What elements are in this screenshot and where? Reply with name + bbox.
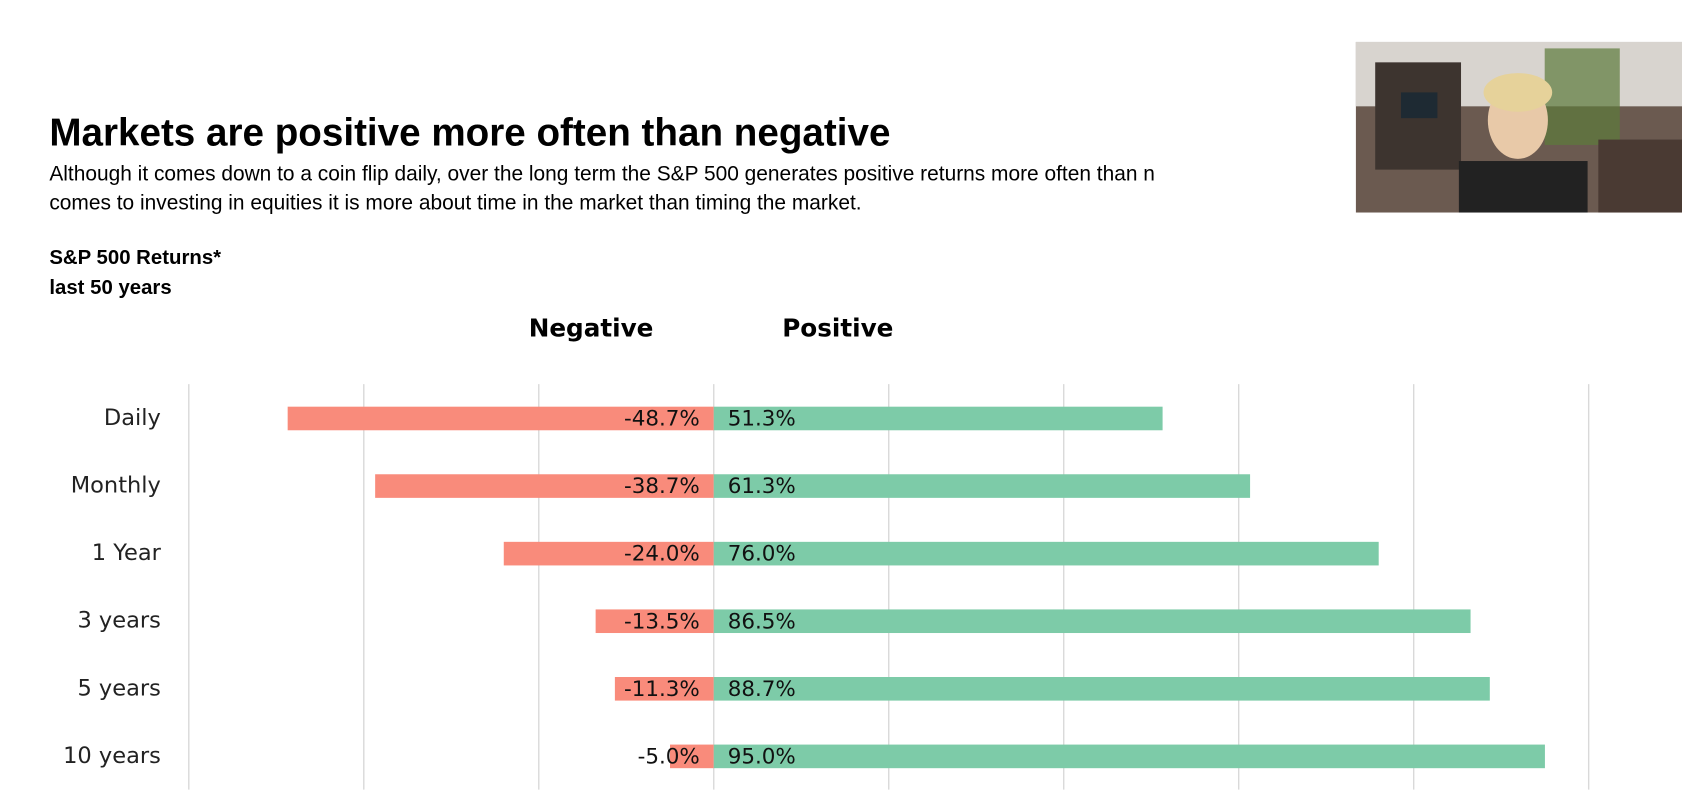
category-label: 3 years bbox=[77, 608, 160, 634]
value-label: -24.0% bbox=[624, 542, 700, 567]
value-label: -48.7% bbox=[624, 407, 700, 432]
chart-label: last 50 years bbox=[49, 277, 171, 299]
series-header: Positive bbox=[782, 313, 893, 342]
plot: Daily -48.7% 51.3% Monthly -38.7% 61.3% 1 Year… bbox=[63, 384, 1590, 790]
subtitle-line: Although it comes down to a coin flip da… bbox=[49, 163, 1155, 186]
category-label: 5 years bbox=[77, 675, 160, 701]
series-header: Negative bbox=[529, 313, 654, 342]
value-label: -38.7% bbox=[624, 474, 700, 499]
webcam-overlay bbox=[1355, 41, 1682, 213]
chart-label: S&P 500 Returns* bbox=[49, 247, 221, 269]
bar bbox=[713, 406, 1163, 431]
value-label: 51.3% bbox=[728, 407, 796, 432]
bar bbox=[713, 474, 1251, 498]
value-label: 86.5% bbox=[728, 609, 796, 634]
value-label: 88.7% bbox=[728, 677, 796, 702]
category-label: Daily bbox=[104, 405, 161, 431]
title: Markets are positive more often than neg… bbox=[49, 111, 890, 154]
bar bbox=[713, 744, 1545, 769]
value-label: 61.3% bbox=[728, 474, 796, 499]
bar bbox=[670, 744, 714, 769]
value-label: 95.0% bbox=[728, 744, 796, 769]
category-label: 1 Year bbox=[92, 540, 162, 566]
value-label: -11.3% bbox=[624, 677, 700, 702]
bar bbox=[287, 406, 714, 431]
bar bbox=[503, 541, 714, 566]
value-label: -13.5% bbox=[624, 609, 700, 634]
category-label: 10 years bbox=[63, 743, 161, 769]
category-label: Monthly bbox=[71, 473, 161, 499]
bar bbox=[713, 541, 1379, 566]
bar bbox=[713, 609, 1471, 634]
bar bbox=[375, 474, 714, 498]
value-label: 76.0% bbox=[728, 542, 796, 567]
bar bbox=[595, 609, 714, 634]
bar bbox=[713, 677, 1490, 701]
value-label: -5.0% bbox=[638, 744, 700, 769]
subtitle-line: comes to investing in equities it is mor… bbox=[49, 191, 861, 214]
bar bbox=[614, 677, 714, 701]
